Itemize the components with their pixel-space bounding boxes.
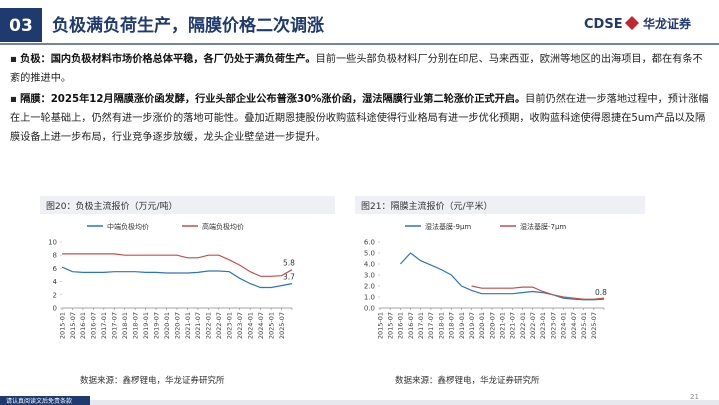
x-tick-label: 2021-07	[509, 312, 517, 339]
x-tick-label: 2017-01	[417, 312, 425, 339]
section-number: 03	[9, 16, 33, 36]
y-tick-label: 0	[53, 305, 57, 313]
x-tick-label: 2023-07	[549, 312, 557, 339]
legend-label: 中端负极均价	[107, 222, 149, 231]
x-tick-label: 2019-07	[152, 312, 160, 339]
x-tick-label: 2018-01	[437, 312, 445, 339]
page-number: 21	[690, 393, 699, 401]
x-tick-label: 2022-07	[215, 312, 223, 339]
series-line	[471, 285, 605, 300]
y-tick-label: 6.0	[364, 239, 375, 247]
series-line	[61, 266, 293, 289]
x-tick-label: 2025-01	[580, 312, 588, 339]
logo-cn: 华龙证券	[643, 16, 692, 31]
y-tick-label: 1.0	[364, 294, 375, 302]
x-tick-label: 2017-01	[100, 312, 108, 339]
x-tick-label: 2021-01	[498, 312, 506, 339]
x-tick-label: 2016-01	[79, 312, 87, 339]
x-tick-label: 2019-01	[458, 312, 466, 339]
x-tick-label: 2025-07	[590, 312, 598, 339]
body: 目前一些头部负极材料厂分别在印尼、马来西亚，欧洲等地区的出海项目，都在有条不紊的…	[10, 54, 703, 84]
x-tick-label: 2020-01	[163, 312, 171, 339]
y-tick-label: 2	[53, 291, 57, 299]
y-tick-label: 6	[53, 265, 58, 273]
body: 目前仍然在进一步落地过程中，预计涨幅在上一轮基础上，仍然有进一步涨价的落地可能性…	[10, 94, 709, 143]
series-line	[62, 253, 293, 277]
footer-bar	[0, 396, 90, 405]
y-tick-label: 3.0	[364, 272, 375, 280]
y-tick-label: 8	[53, 252, 57, 260]
x-tick-label: 2020-07	[173, 312, 181, 339]
x-tick-label: 2017-07	[427, 312, 435, 339]
y-tick-label: 10	[48, 239, 57, 247]
x-tick-label: 2016-07	[90, 312, 98, 339]
x-tick-label: 2019-07	[468, 312, 476, 339]
chart-title: 图20：负极主流报价（万元/吨）	[46, 200, 178, 212]
x-tick-label: 2018-01	[121, 312, 129, 339]
series-line	[399, 252, 605, 301]
x-tick-label: 2022-01	[519, 312, 527, 339]
paragraph: ▪ 负极：国内负极材料市场价格总体平稳，各厂仍处于满负荷生产。目前一些头部负极材…	[10, 54, 703, 84]
x-tick-label: 2019-01	[142, 312, 150, 339]
x-tick-label: 2022-07	[529, 312, 537, 339]
chart-title: 图21：隔膜主流报价（元/平米）	[361, 200, 493, 212]
x-tick-label: 2018-07	[448, 312, 456, 339]
chart-source: 数据来源：鑫椤锂电，华龙证券研究所	[395, 375, 540, 386]
chart-title-bg	[40, 196, 335, 214]
legend-label: 湿法基膜-7μm	[520, 222, 566, 231]
logo-mark	[625, 16, 639, 30]
footer-strip	[90, 400, 719, 405]
x-tick-label: 2016-07	[407, 312, 415, 339]
legend-label: 高端负极均价	[202, 222, 244, 231]
data-label: 3.7	[283, 273, 295, 282]
lead: 隔膜：2025年12月隔膜涨价函发酵，行业头部企业公布普涨30%涨价函，湿法隔膜…	[20, 94, 526, 105]
x-tick-label: 2023-01	[226, 312, 234, 339]
x-tick-label: 2018-07	[131, 312, 139, 339]
x-tick-label: 2021-01	[184, 312, 192, 339]
x-tick-label: 2015-01	[58, 312, 66, 339]
logo-text: CDSE	[584, 17, 623, 32]
footer-disclaimer: 请认真阅读文后免责条款	[6, 397, 72, 405]
x-tick-label: 2025-01	[267, 312, 275, 339]
x-tick-label: 2015-07	[386, 312, 394, 339]
x-tick-label: 2023-07	[236, 312, 244, 339]
paragraph: ▪ 隔膜：2025年12月隔膜涨价函发酵，行业头部企业公布普涨30%涨价函，湿法…	[10, 94, 709, 143]
x-tick-label: 2022-01	[205, 312, 213, 339]
y-tick-label: 4	[53, 278, 58, 286]
x-tick-label: 2016-01	[397, 312, 405, 339]
legend-label: 湿法基膜-9μm	[425, 222, 471, 231]
x-tick-label: 2021-07	[194, 312, 202, 339]
text-block: ▪ 负极：国内负极材料市场价格总体平稳，各厂仍处于满负荷生产。目前一些头部负极材…	[10, 50, 710, 149]
section-box	[0, 8, 42, 42]
x-tick-label: 2024-07	[570, 312, 578, 339]
x-tick-label: 2024-01	[246, 312, 254, 339]
x-tick-label: 2025-07	[278, 312, 286, 339]
x-tick-label: 2015-01	[376, 312, 384, 339]
data-label: 0.8	[595, 288, 607, 297]
x-tick-label: 2017-07	[111, 312, 119, 339]
x-tick-label: 2023-01	[539, 312, 547, 339]
x-tick-label: 2015-07	[69, 312, 77, 339]
x-tick-label: 2020-07	[488, 312, 496, 339]
lead: 负极：国内负极材料市场价格总体平稳，各厂仍处于满负荷生产。	[20, 54, 316, 65]
x-tick-label: 2020-01	[478, 312, 486, 339]
x-tick-label: 2024-01	[560, 312, 568, 339]
y-tick-label: 2.0	[364, 283, 375, 291]
data-label: 5.8	[283, 259, 295, 268]
slide-title: 负极满负荷生产，隔膜价格二次调涨	[52, 15, 324, 36]
y-tick-label: 0.0	[364, 305, 375, 313]
chart-title-bg	[355, 196, 645, 214]
y-tick-label: 4.0	[364, 261, 375, 269]
x-tick-label: 2024-07	[257, 312, 265, 339]
y-tick-label: 5.0	[364, 250, 375, 258]
chart-source: 数据来源：鑫椤锂电，华龙证券研究所	[80, 375, 225, 386]
